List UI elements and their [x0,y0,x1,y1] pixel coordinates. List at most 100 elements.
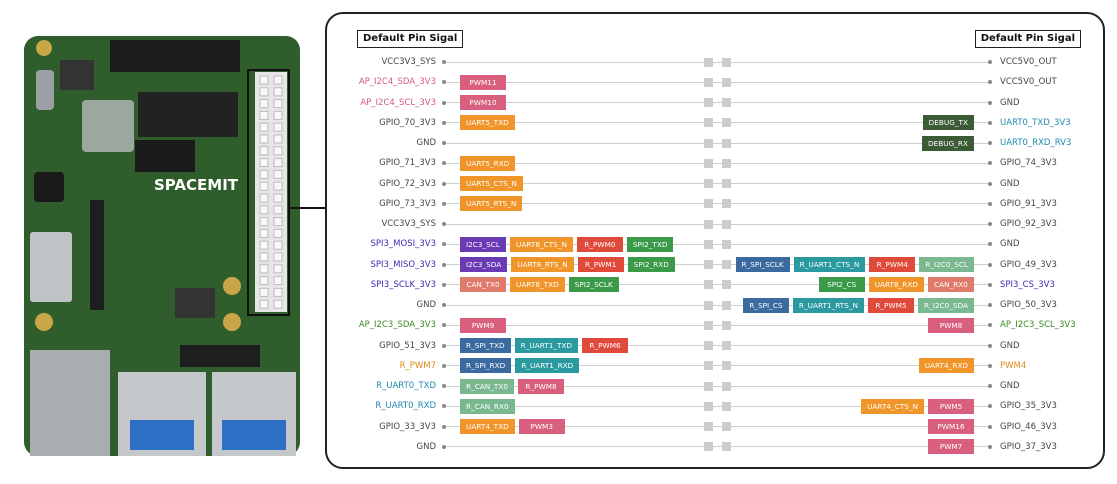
pin-dot [988,161,992,166]
pin-dot [988,343,992,348]
right-pin-label: GPIO_49_3V3 [1000,259,1057,270]
right-function-tags: UART4_CTS_N PWM5 [861,398,974,414]
function-tag: DEBUG_RX [922,135,974,151]
inductor-2 [175,288,215,318]
pin [259,240,269,250]
usb-c [36,70,54,110]
pin-dot [442,363,446,368]
row-line [446,142,990,144]
pin [259,228,269,238]
row-line [446,284,990,286]
separator [704,179,713,188]
separator [722,138,731,148]
pin [273,287,283,297]
hole [223,313,241,331]
function-tag: PWM9 [460,317,506,333]
hole [36,40,52,56]
chip [135,140,195,172]
function-tag: UART5_RXD [460,155,516,171]
function-tag: SPI2_CS [818,277,865,293]
function-tag: R_PWM1 [577,257,624,272]
row-line [446,385,990,387]
separator [704,118,713,128]
separator [722,422,731,431]
separator [722,260,731,269]
function-tag: R_PWM4 [869,257,916,272]
pin-dot [988,80,992,85]
function-tag: PWM8 [928,317,974,333]
pin-dot [442,60,446,64]
pin [259,264,269,274]
right-function-tags: PWM8 [928,317,974,333]
pin [259,181,269,191]
separator [704,239,713,249]
pin-dot [442,242,446,247]
left-function-tags: UART5_RTS_N [460,196,523,212]
function-tag: UART4_CTS_N [861,398,924,414]
row-line [446,183,990,184]
hdmi [30,232,72,302]
function-tag: I2C3_SDA [460,257,508,272]
separator [704,361,713,371]
right-function-tags: PWM16 [928,419,974,434]
audio-jack [34,172,64,202]
function-tag: R_PWM5 [867,297,914,313]
pin [259,122,269,132]
pin-dot [442,343,446,348]
row-line [446,264,990,265]
function-tag: R_PWM8 [518,378,565,394]
function-tag: UART5_TXD [460,115,515,131]
pin-dot [442,282,446,287]
pin [259,205,269,215]
separator [704,260,713,269]
separator [704,341,713,350]
pin-dot [988,424,992,429]
row-line [446,304,990,306]
function-tag: CAN_TX0 [460,277,506,293]
separator [704,320,713,330]
right-function-tags: SPI2_CS UART8_RXD CAN_RX0 [818,277,974,293]
function-tag: UART5_RTS_N [460,196,523,212]
left-pin-label: SPI3_SCLK_3V3 [370,279,436,290]
left-pin-label: VCC3V3_SYS [381,57,436,67]
separator [704,381,713,391]
pin-dot [988,120,992,125]
board-logo: SPACEMIT [154,176,239,194]
pin [273,158,283,168]
pin-dot [442,424,446,429]
pin [259,169,269,179]
row-line [446,365,990,367]
separator [722,158,731,168]
pin [273,75,283,85]
left-pin-label: SPI3_MISO_3V3 [370,259,437,270]
pin [273,228,283,238]
left-pin-label: GND [416,300,437,310]
row-line [446,61,990,63]
left-function-tags: I2C3_SDA UART8_RTS_N R_PWM1 SPI2_RXD [460,257,675,272]
right-pin-label: GPIO_92_3V3 [1000,219,1057,229]
function-tag: UART8_TXD [510,277,565,293]
separator [722,77,731,87]
function-tag: R_I2C0_SDA [917,297,974,313]
left-pin-label: R_UART0_RXD [375,401,436,412]
pin-dot [988,222,992,226]
row-line [446,162,990,164]
right-function-tags: DEBUG_RX [922,135,974,151]
pin-dot [988,444,992,449]
function-tag: R_UART1_RXD [515,358,580,374]
right-pin-label: GND [1000,97,1020,108]
function-tag: R_PWM6 [582,338,629,353]
pin-dot [442,181,446,186]
board-photo: SPACEMIT [24,36,325,456]
left-pin-label: R_PWM7 [399,360,436,371]
pin-dot [442,120,446,125]
pin-dot [442,161,446,166]
function-tag: R_UART1_RTS_N [792,297,864,313]
pin [273,276,283,286]
right-pin-label: AP_I2C3_SCL_3V3 [1000,320,1076,331]
separator [704,300,713,310]
function-tag: I2C3_SCL [460,236,506,252]
pin-dot [442,100,446,105]
left-function-tags: R_SPI_TXD R_UART1_TXD R_PWM6 [460,338,629,353]
